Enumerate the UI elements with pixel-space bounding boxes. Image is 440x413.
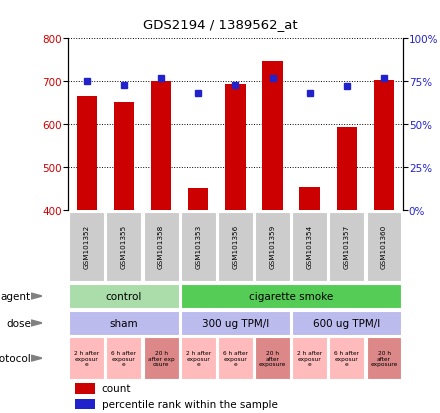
FancyBboxPatch shape — [292, 337, 327, 379]
Text: 20 h
after exp
osure: 20 h after exp osure — [148, 350, 175, 367]
FancyBboxPatch shape — [143, 212, 179, 282]
Bar — [114, 103, 134, 211]
FancyBboxPatch shape — [143, 337, 179, 379]
Text: 2 h after
exposur
e: 2 h after exposur e — [297, 350, 322, 367]
FancyBboxPatch shape — [70, 337, 104, 379]
Bar — [188, 188, 209, 211]
Text: cigarette smoke: cigarette smoke — [249, 291, 333, 301]
FancyBboxPatch shape — [255, 212, 290, 282]
Text: 300 ug TPM/l: 300 ug TPM/l — [202, 318, 269, 328]
Polygon shape — [31, 293, 42, 299]
Bar — [300, 187, 320, 211]
FancyBboxPatch shape — [181, 212, 216, 282]
FancyBboxPatch shape — [106, 212, 141, 282]
FancyBboxPatch shape — [181, 337, 216, 379]
FancyBboxPatch shape — [181, 311, 290, 335]
Bar — [225, 85, 246, 211]
Bar — [262, 62, 283, 211]
Text: GSM101360: GSM101360 — [381, 225, 387, 269]
Polygon shape — [31, 320, 42, 326]
Text: GSM101358: GSM101358 — [158, 225, 164, 269]
Text: percentile rank within the sample: percentile rank within the sample — [102, 399, 278, 409]
FancyBboxPatch shape — [330, 337, 364, 379]
Bar — [374, 81, 394, 211]
Text: count: count — [102, 384, 131, 394]
Text: sham: sham — [110, 318, 138, 328]
Text: GSM101359: GSM101359 — [270, 225, 275, 269]
Text: 6 h after
exposur
e: 6 h after exposur e — [223, 350, 248, 367]
Polygon shape — [31, 355, 42, 361]
Text: 6 h after
exposur
e: 6 h after exposur e — [334, 350, 359, 367]
Text: protocol: protocol — [0, 353, 31, 363]
Text: control: control — [106, 291, 142, 301]
FancyBboxPatch shape — [330, 212, 364, 282]
FancyBboxPatch shape — [70, 311, 179, 335]
Text: GDS2194 / 1389562_at: GDS2194 / 1389562_at — [143, 18, 297, 31]
Text: GSM101355: GSM101355 — [121, 225, 127, 269]
FancyBboxPatch shape — [255, 337, 290, 379]
Text: 600 ug TPM/l: 600 ug TPM/l — [313, 318, 381, 328]
Text: GSM101357: GSM101357 — [344, 225, 350, 269]
FancyBboxPatch shape — [292, 311, 401, 335]
Text: GSM101354: GSM101354 — [307, 225, 313, 269]
Bar — [77, 97, 97, 211]
FancyBboxPatch shape — [292, 212, 327, 282]
Text: agent: agent — [1, 291, 31, 301]
FancyBboxPatch shape — [70, 212, 104, 282]
FancyBboxPatch shape — [181, 284, 401, 309]
FancyBboxPatch shape — [218, 337, 253, 379]
Text: 20 h
after
exposure: 20 h after exposure — [370, 350, 398, 367]
Bar — [151, 82, 171, 211]
Text: 2 h after
exposur
e: 2 h after exposur e — [186, 350, 211, 367]
FancyBboxPatch shape — [218, 212, 253, 282]
FancyBboxPatch shape — [367, 337, 401, 379]
Text: GSM101352: GSM101352 — [84, 225, 90, 269]
Text: 20 h
after
exposure: 20 h after exposure — [259, 350, 286, 367]
Bar — [75, 383, 95, 394]
Text: dose: dose — [6, 318, 31, 328]
FancyBboxPatch shape — [106, 337, 141, 379]
Text: GSM101356: GSM101356 — [232, 225, 238, 269]
Bar — [75, 399, 95, 409]
Text: 2 h after
exposur
e: 2 h after exposur e — [74, 350, 99, 367]
Text: GSM101353: GSM101353 — [195, 225, 201, 269]
FancyBboxPatch shape — [70, 284, 179, 309]
Text: 6 h after
exposur
e: 6 h after exposur e — [111, 350, 136, 367]
FancyBboxPatch shape — [367, 212, 401, 282]
Bar — [337, 128, 357, 211]
